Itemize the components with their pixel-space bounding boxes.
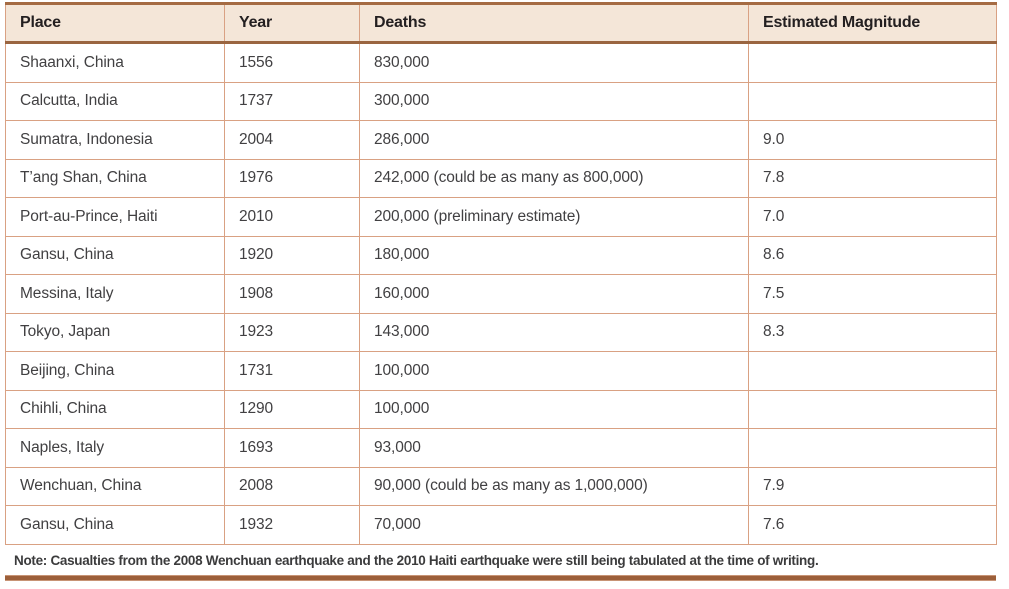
table-row: Beijing, China 1731 100,000 bbox=[5, 351, 997, 391]
cell-year: 1693 bbox=[224, 428, 360, 468]
cell-deaths: 93,000 bbox=[359, 428, 749, 468]
cell-magnitude: 7.8 bbox=[748, 158, 997, 198]
table-row: T’ang Shan, China 1976 242,000 (could be… bbox=[5, 158, 997, 198]
cell-magnitude: 7.9 bbox=[748, 466, 997, 506]
table-row: Wenchuan, China 2008 90,000 (could be as… bbox=[5, 466, 997, 506]
cell-deaths: 200,000 (preliminary estimate) bbox=[359, 197, 749, 237]
cell-magnitude bbox=[748, 351, 997, 391]
cell-deaths: 286,000 bbox=[359, 120, 749, 160]
cell-magnitude: 8.3 bbox=[748, 312, 997, 352]
table-row: Naples, Italy 1693 93,000 bbox=[5, 428, 997, 468]
cell-deaths: 160,000 bbox=[359, 274, 749, 314]
cell-place: Naples, Italy bbox=[5, 428, 225, 468]
table-row: Messina, Italy 1908 160,000 7.5 bbox=[5, 274, 997, 314]
cell-deaths: 180,000 bbox=[359, 235, 749, 275]
table-row: Gansu, China 1920 180,000 8.6 bbox=[5, 235, 997, 275]
column-header-place: Place bbox=[5, 2, 225, 44]
table-row: Tokyo, Japan 1923 143,000 8.3 bbox=[5, 312, 997, 352]
header-row: Place Year Deaths Estimated Magnitude bbox=[5, 2, 997, 44]
column-header-deaths: Deaths bbox=[359, 2, 749, 44]
cell-place: Tokyo, Japan bbox=[5, 312, 225, 352]
cell-place: Beijing, China bbox=[5, 351, 225, 391]
cell-magnitude bbox=[748, 428, 997, 468]
cell-place: Messina, Italy bbox=[5, 274, 225, 314]
cell-year: 1731 bbox=[224, 351, 360, 391]
cell-year: 2010 bbox=[224, 197, 360, 237]
cell-magnitude: 7.0 bbox=[748, 197, 997, 237]
cell-deaths: 70,000 bbox=[359, 505, 749, 545]
cell-magnitude: 7.6 bbox=[748, 505, 997, 545]
table-row: Chihli, China 1290 100,000 bbox=[5, 389, 997, 429]
cell-deaths: 100,000 bbox=[359, 351, 749, 391]
cell-deaths: 242,000 (could be as many as 800,000) bbox=[359, 158, 749, 198]
cell-magnitude bbox=[748, 389, 997, 429]
cell-magnitude bbox=[748, 81, 997, 121]
column-header-magnitude: Estimated Magnitude bbox=[748, 2, 997, 44]
cell-magnitude bbox=[748, 42, 997, 83]
cell-year: 1290 bbox=[224, 389, 360, 429]
cell-year: 1923 bbox=[224, 312, 360, 352]
bottom-rule bbox=[5, 574, 996, 581]
table-row: Shaanxi, China 1556 830,000 bbox=[5, 42, 997, 83]
cell-deaths: 300,000 bbox=[359, 81, 749, 121]
cell-place: Wenchuan, China bbox=[5, 466, 225, 506]
table-row: Sumatra, Indonesia 2004 286,000 9.0 bbox=[5, 120, 997, 160]
cell-place: Gansu, China bbox=[5, 505, 225, 545]
cell-year: 1908 bbox=[224, 274, 360, 314]
cell-year: 2008 bbox=[224, 466, 360, 506]
cell-year: 1976 bbox=[224, 158, 360, 198]
cell-place: Port-au-Prince, Haiti bbox=[5, 197, 225, 237]
table-row: Calcutta, India 1737 300,000 bbox=[5, 81, 997, 121]
cell-place: Calcutta, India bbox=[5, 81, 225, 121]
cell-magnitude: 9.0 bbox=[748, 120, 997, 160]
table-row: Gansu, China 1932 70,000 7.6 bbox=[5, 505, 997, 545]
cell-year: 2004 bbox=[224, 120, 360, 160]
cell-year: 1737 bbox=[224, 81, 360, 121]
cell-place: Chihli, China bbox=[5, 389, 225, 429]
cell-deaths: 90,000 (could be as many as 1,000,000) bbox=[359, 466, 749, 506]
table-row: Port-au-Prince, Haiti 2010 200,000 (prel… bbox=[5, 197, 997, 237]
cell-year: 1932 bbox=[224, 505, 360, 545]
cell-magnitude: 8.6 bbox=[748, 235, 997, 275]
cell-place: Gansu, China bbox=[5, 235, 225, 275]
cell-deaths: 100,000 bbox=[359, 389, 749, 429]
earthquake-table: Place Year Deaths Estimated Magnitude Sh… bbox=[5, 2, 997, 545]
cell-place: T’ang Shan, China bbox=[5, 158, 225, 198]
table-note: Note: Casualties from the 2008 Wenchuan … bbox=[14, 552, 819, 568]
cell-deaths: 830,000 bbox=[359, 42, 749, 83]
cell-year: 1556 bbox=[224, 42, 360, 83]
column-header-year: Year bbox=[224, 2, 360, 44]
cell-deaths: 143,000 bbox=[359, 312, 749, 352]
cell-place: Sumatra, Indonesia bbox=[5, 120, 225, 160]
cell-magnitude: 7.5 bbox=[748, 274, 997, 314]
cell-year: 1920 bbox=[224, 235, 360, 275]
cell-place: Shaanxi, China bbox=[5, 42, 225, 83]
